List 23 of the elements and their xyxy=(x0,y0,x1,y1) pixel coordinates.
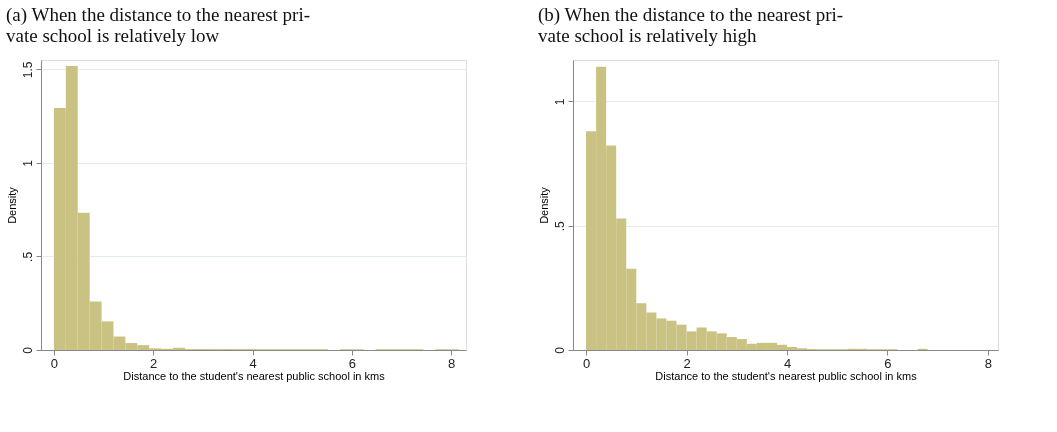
x-tick-label: 6 xyxy=(884,355,892,371)
x-tick-label: 4 xyxy=(249,355,257,371)
x-tick-label: 4 xyxy=(783,355,792,371)
x-tick-label: 2 xyxy=(683,355,691,371)
y-tick-label: 0 xyxy=(552,346,567,354)
x-tick-label: 8 xyxy=(984,355,993,371)
x-tick-label: 0 xyxy=(582,355,591,371)
y-tick-label: .5 xyxy=(552,220,567,232)
x-tick-label: 6 xyxy=(348,355,356,371)
chart-title: (a) When the distance to the nearest pri- vate school is relatively low xyxy=(6,4,311,46)
chart-title: (b) When the distance to the nearest pri- vate school is relatively high xyxy=(538,4,844,46)
x-tick-label: 2 xyxy=(150,355,158,371)
y-tick-label: 1 xyxy=(552,98,567,106)
y-axis-title: Density xyxy=(5,186,18,224)
y-tick-label: 1 xyxy=(20,159,35,167)
y-tick-label: .5 xyxy=(20,251,35,262)
x-axis-title: Distance to the student's nearest public school in kms xyxy=(123,369,386,382)
y-axis-title: Density xyxy=(537,186,550,224)
x-axis-title: Distance to the student's nearest public school in kms xyxy=(655,369,918,382)
x-tick-label: 8 xyxy=(447,355,456,371)
y-tick-label: 1.5 xyxy=(20,61,35,79)
y-tick-label: 0 xyxy=(20,346,35,354)
x-tick-label: 0 xyxy=(50,355,59,371)
